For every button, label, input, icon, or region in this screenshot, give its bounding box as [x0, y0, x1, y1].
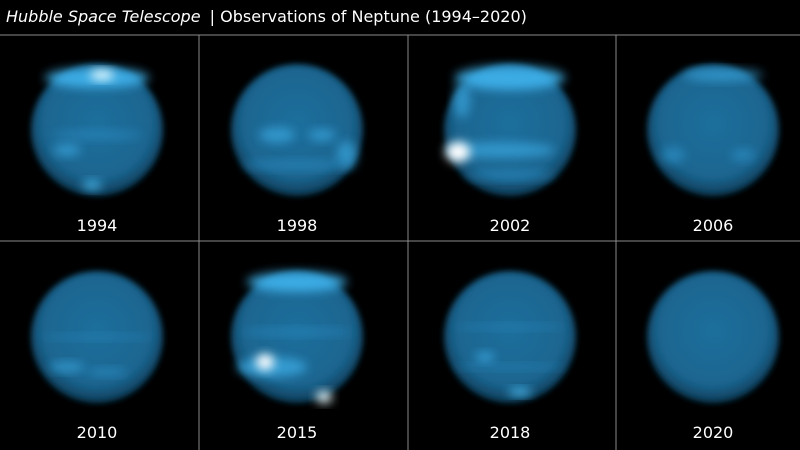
planet-disk [444, 271, 576, 403]
cloud-feature [42, 334, 152, 340]
panel-year: 1994 [77, 216, 118, 235]
cloud-feature [445, 142, 555, 158]
planet [444, 271, 576, 403]
cloud-feature [82, 180, 102, 190]
cloud-feature [308, 129, 336, 141]
panel-year: 2018 [490, 423, 531, 442]
cloud-feature [337, 141, 357, 169]
panels: 1994 1998 2002 2006 2010 2015 2018 2020 [31, 64, 779, 442]
title-italic: Hubble Space Telescope [6, 7, 201, 26]
cloud-feature [256, 354, 274, 370]
planet [647, 64, 779, 196]
planet [31, 64, 163, 196]
panel-year: 2010 [77, 423, 118, 442]
panel-year: 1998 [277, 216, 318, 235]
planet-disk [647, 64, 779, 196]
planet [647, 271, 779, 403]
cloud-feature [465, 170, 555, 180]
cloud-feature [454, 82, 470, 118]
cloud-feature [87, 368, 127, 376]
cloud-feature [53, 144, 81, 156]
cloud-feature [316, 391, 332, 403]
cloud-feature [455, 364, 565, 370]
cloud-feature [455, 324, 565, 330]
planet-disk [647, 271, 779, 403]
cloud-feature [247, 272, 347, 292]
cloud-feature [508, 388, 532, 396]
cloud-feature [242, 328, 352, 336]
panel-year: 2006 [693, 216, 734, 235]
planet [231, 64, 363, 196]
cloud-feature [446, 142, 470, 162]
cloud-feature [731, 149, 755, 161]
cloud-feature [242, 160, 352, 170]
panel-year: 2015 [277, 423, 318, 442]
title-rest: | Observations of Neptune (1994–2020) [210, 7, 527, 26]
planet-disk [444, 64, 576, 196]
planet [444, 64, 576, 196]
cloud-feature [49, 362, 85, 372]
panel-year: 2002 [490, 216, 531, 235]
planet-disk [231, 64, 363, 196]
cloud-feature [52, 130, 142, 140]
panel-year: 2020 [693, 423, 734, 442]
title: Hubble Space Telescope | Observations of… [6, 7, 527, 26]
cloud-feature [90, 70, 114, 80]
cloud-feature [475, 352, 495, 362]
planet [31, 271, 163, 403]
cloud-feature [683, 69, 763, 81]
cloud-feature [259, 127, 295, 143]
cloud-feature [455, 66, 565, 90]
planet [231, 271, 363, 403]
cloud-feature [661, 147, 685, 163]
